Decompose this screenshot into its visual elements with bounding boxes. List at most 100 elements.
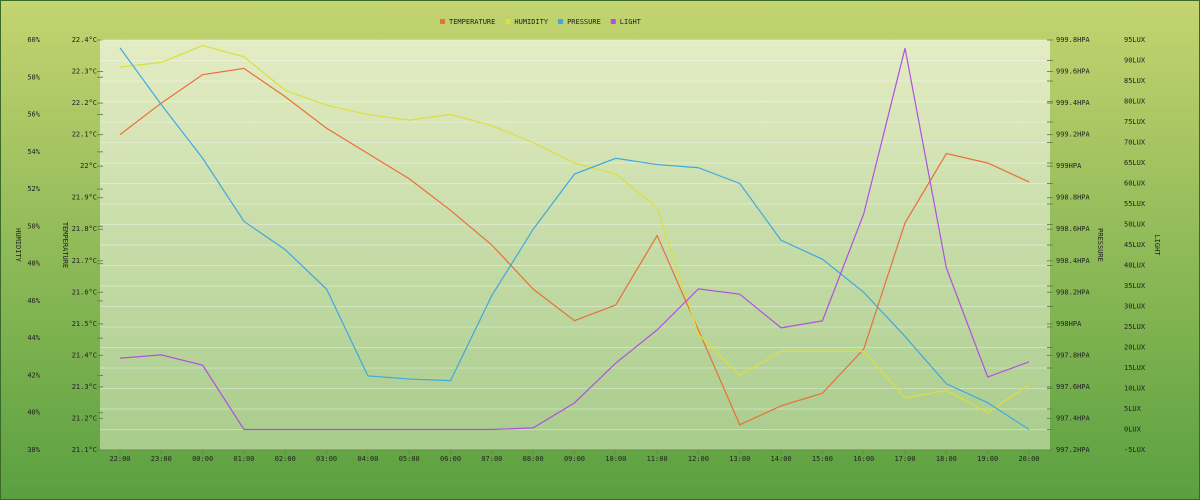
- x-tick-label: 16:00: [853, 455, 874, 463]
- x-tick-label: 05:00: [399, 455, 420, 463]
- y-tick-label: 21.8°C: [72, 225, 97, 233]
- x-tick-label: 03:00: [316, 455, 337, 463]
- y-tick-label: 70LUX: [1124, 139, 1146, 147]
- y-tick-label: 22°C: [80, 162, 97, 170]
- x-tick-label: 09:00: [564, 455, 585, 463]
- y-tick-label: 0LUX: [1124, 426, 1142, 434]
- y-tick-label: 999HPA: [1056, 162, 1082, 170]
- y-tick-label: 40%: [27, 409, 40, 417]
- series-line: [119, 47, 1030, 431]
- y-tick-label: 21.5°C: [72, 320, 97, 328]
- legend-label: HUMIDITY: [514, 18, 549, 26]
- legend-label: TEMPERATURE: [449, 18, 495, 26]
- y-tick-label: 35LUX: [1124, 282, 1146, 290]
- y-tick-label: 50%: [27, 222, 40, 230]
- y-tick-label: 20LUX: [1124, 344, 1146, 352]
- x-tick-label: 10:00: [605, 455, 626, 463]
- legend-label: PRESSURE: [567, 18, 601, 26]
- x-tick-label: 11:00: [647, 455, 668, 463]
- y-tick-label: 999.8HPA: [1056, 36, 1091, 44]
- axis-title: HUMIDITY: [14, 228, 22, 263]
- y-tick-label: 997.8HPA: [1056, 351, 1091, 359]
- y-tick-label: 55LUX: [1124, 200, 1146, 208]
- y-tick-label: 997.4HPA: [1056, 414, 1091, 422]
- y-tick-label: 21.1°C: [72, 446, 97, 454]
- x-tick-label: 12:00: [688, 455, 709, 463]
- y-tick-label: 998HPA: [1056, 320, 1082, 328]
- axis-title: TEMPERATURE: [61, 222, 69, 268]
- axis-title: PRESSURE: [1096, 228, 1104, 262]
- y-tick-label: 56%: [27, 111, 40, 119]
- y-tick-label: 54%: [27, 148, 40, 156]
- y-tick-label: 22.3°C: [72, 68, 97, 76]
- legend-label: LIGHT: [620, 18, 642, 26]
- x-tick-label: 22:00: [109, 455, 130, 463]
- y-tick-label: 15LUX: [1124, 364, 1146, 372]
- legend: TEMPERATURE HUMIDITY PRESSURE LIGHT: [440, 18, 642, 26]
- y-tick-label: 10LUX: [1124, 385, 1146, 393]
- y-tick-label: 21.4°C: [72, 351, 97, 359]
- y-tick-label: 998.2HPA: [1056, 288, 1091, 296]
- y-tick-label: 50LUX: [1124, 221, 1146, 229]
- y-tick-label: 999.6HPA: [1056, 68, 1091, 76]
- series-line: [119, 48, 1030, 431]
- y-tick-label: 58%: [27, 73, 40, 81]
- y-tick-label: 997.6HPA: [1056, 383, 1091, 391]
- y-tick-label: 999.4HPA: [1056, 99, 1091, 107]
- x-tick-label: 04:00: [357, 455, 378, 463]
- x-tick-label: 06:00: [440, 455, 461, 463]
- y-tick-label: 45LUX: [1124, 241, 1146, 249]
- legend-swatch: [440, 19, 445, 24]
- y-tick-label: 85LUX: [1124, 77, 1146, 85]
- y-tick-label: 999.2HPA: [1056, 131, 1091, 139]
- series-line: [119, 44, 1030, 414]
- y-tick-label: 21.3°C: [72, 383, 97, 391]
- y-tick-label: 30LUX: [1124, 303, 1146, 311]
- y-tick-label: 60LUX: [1124, 180, 1146, 188]
- y-tick-label: 22.2°C: [72, 99, 97, 107]
- x-tick-label: 18:00: [936, 455, 957, 463]
- x-tick-label: 20:00: [1018, 455, 1039, 463]
- x-tick-label: 07:00: [481, 455, 502, 463]
- y-tick-label: 25LUX: [1124, 323, 1146, 331]
- y-tick-label: 75LUX: [1124, 118, 1146, 126]
- x-tick-label: 13:00: [729, 455, 750, 463]
- plot-area: [100, 40, 1050, 450]
- y-tick-label: 21.7°C: [72, 257, 97, 265]
- y-tick-label: 60%: [27, 36, 40, 44]
- y-tick-label: 46%: [27, 297, 40, 305]
- legend-swatch: [505, 19, 511, 24]
- y-tick-label: 80LUX: [1124, 98, 1146, 106]
- y-tick-label: 65LUX: [1124, 159, 1146, 167]
- y-tick-label: 38%: [27, 446, 40, 454]
- legend-swatch: [558, 19, 564, 24]
- x-tick-label: 01:00: [233, 455, 254, 463]
- x-tick-label: 14:00: [771, 455, 792, 463]
- y-tick-label: 998.6HPA: [1056, 225, 1091, 233]
- y-tick-label: 44%: [27, 334, 40, 342]
- y-tick-label: 95LUX: [1124, 36, 1146, 44]
- y-tick-label: 40LUX: [1124, 262, 1146, 270]
- axis-title: LIGHT: [1153, 234, 1161, 256]
- y-tick-label: 42%: [27, 371, 40, 379]
- y-tick-label: 52%: [27, 185, 40, 193]
- y-tick-label: 21.2°C: [72, 414, 97, 422]
- y-tick-label: 90LUX: [1124, 57, 1146, 65]
- legend-swatch: [610, 19, 616, 24]
- y-tick-label: 998.4HPA: [1056, 257, 1091, 265]
- y-tick-label: 998.8HPA: [1056, 194, 1091, 202]
- y-tick-label: 997.2HPA: [1056, 446, 1091, 454]
- y-tick-label: 5LUX: [1124, 405, 1142, 413]
- x-tick-label: 00:00: [192, 455, 213, 463]
- x-tick-label: 15:00: [812, 455, 833, 463]
- x-tick-label: 23:00: [151, 455, 172, 463]
- y-tick-label: 21.9°C: [72, 194, 97, 202]
- y-tick-label: 48%: [27, 260, 40, 268]
- y-tick-label: 22.4°C: [72, 36, 97, 44]
- x-tick-label: 19:00: [977, 455, 998, 463]
- x-tick-label: 17:00: [895, 455, 916, 463]
- y-tick-label: 22.1°C: [72, 131, 97, 139]
- x-tick-label: 08:00: [523, 455, 544, 463]
- y-tick-label: 21.6°C: [72, 288, 97, 296]
